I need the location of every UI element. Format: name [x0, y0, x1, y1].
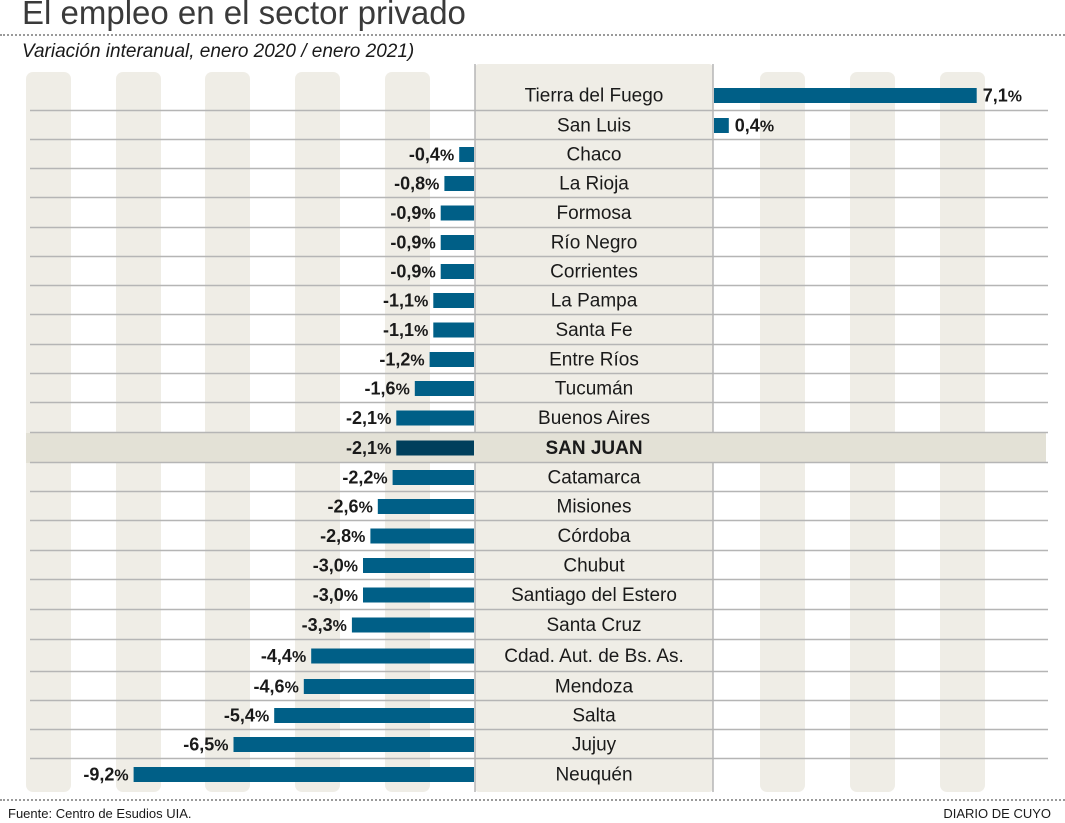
bar — [433, 293, 474, 308]
data-label: -1,1% — [383, 320, 428, 340]
category-label: Jujuy — [572, 735, 617, 756]
highlight-row-background — [26, 433, 1046, 463]
bar — [303, 679, 474, 694]
category-label: San Luis — [557, 116, 631, 137]
bar — [459, 147, 474, 162]
category-label: Río Negro — [551, 233, 638, 254]
category-label: La Rioja — [559, 174, 629, 195]
data-label: -2,8% — [320, 526, 365, 546]
brand-credit: DIARIO DE CUYO — [943, 806, 1051, 821]
category-label: Cdad. Aut. de Bs. As. — [504, 646, 684, 667]
data-label: -2,2% — [342, 468, 387, 488]
bar — [429, 352, 474, 367]
bar — [440, 235, 474, 250]
data-label: -2,1% — [346, 408, 391, 428]
bottom-dotted-divider — [0, 799, 1065, 801]
data-label: 7,1% — [983, 86, 1022, 106]
category-label: Chubut — [563, 556, 625, 577]
bar — [351, 617, 474, 633]
bar — [396, 410, 474, 426]
data-label: 0,4% — [735, 116, 774, 136]
bar — [433, 322, 474, 338]
data-label: -6,5% — [183, 735, 228, 755]
bar — [133, 767, 474, 782]
data-label: -9,2% — [83, 765, 128, 785]
bar — [274, 708, 474, 723]
bar — [363, 587, 474, 603]
data-label: -1,2% — [379, 350, 424, 370]
category-label: Mendoza — [555, 677, 634, 698]
bar — [396, 440, 474, 456]
bar — [444, 176, 474, 191]
data-label: -0,9% — [390, 262, 435, 282]
bar — [714, 118, 729, 133]
data-label: -3,0% — [313, 585, 358, 605]
category-label: SAN JUAN — [545, 438, 642, 459]
category-label: Catamarca — [548, 468, 641, 489]
category-label: Neuquén — [555, 765, 632, 786]
top-dotted-divider — [0, 34, 1065, 36]
bar — [377, 499, 474, 514]
bar — [363, 558, 474, 573]
category-label: Tierra del Fuego — [525, 86, 664, 107]
data-label: -0,8% — [394, 174, 439, 194]
category-label: Formosa — [557, 203, 632, 224]
category-label: Entre Ríos — [549, 350, 639, 371]
data-label: -3,3% — [302, 615, 347, 635]
data-label: -1,6% — [365, 379, 410, 399]
category-label: La Pampa — [551, 291, 638, 312]
data-label: -0,9% — [390, 233, 435, 253]
chart-title: El empleo en el sector privado — [22, 0, 466, 31]
bar — [440, 264, 474, 279]
category-label: Salta — [572, 706, 616, 727]
bar — [440, 205, 474, 221]
category-label: Santiago del Estero — [511, 585, 677, 606]
chart-subtitle: Variación interanual, enero 2020 / enero… — [22, 41, 415, 62]
bar — [714, 88, 977, 103]
data-label: -4,6% — [254, 677, 299, 697]
bar-chart: 7,1% Tierra del Fuego 0,4% San Luis -0,4% Cha… — [26, 64, 1048, 792]
data-label: -2,1% — [346, 438, 391, 458]
category-label: Santa Fe — [555, 320, 632, 341]
data-label: -2,6% — [328, 497, 373, 517]
category-label: Tucumán — [555, 379, 634, 400]
data-label: -0,9% — [390, 203, 435, 223]
data-label: -4,4% — [261, 646, 306, 666]
category-label: Córdoba — [558, 526, 631, 547]
bar — [414, 381, 474, 396]
bar — [233, 737, 474, 752]
data-label: -5,4% — [224, 706, 269, 726]
data-label: -0,4% — [409, 145, 454, 165]
category-label: Santa Cruz — [546, 615, 641, 636]
category-label: Buenos Aires — [538, 408, 650, 429]
category-label: Misiones — [557, 497, 632, 518]
bar — [311, 648, 474, 664]
category-label: Corrientes — [550, 262, 638, 283]
data-label: -1,1% — [383, 291, 428, 311]
data-label: -3,0% — [313, 556, 358, 576]
category-label: Chaco — [567, 145, 622, 166]
bar — [370, 528, 474, 544]
bar — [392, 470, 474, 485]
source-note: Fuente: Centro de Esudios UIA. — [8, 806, 192, 821]
